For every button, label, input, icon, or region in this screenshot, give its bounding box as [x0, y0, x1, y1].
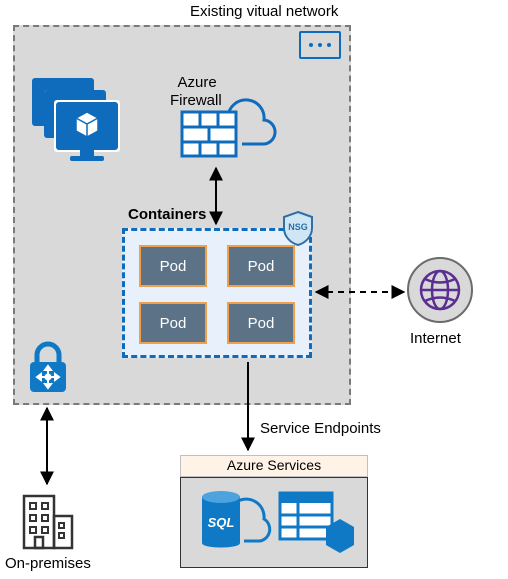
service-endpoints-label: Service Endpoints: [260, 420, 381, 437]
containers-label: Containers: [128, 206, 206, 223]
pod-label: Pod: [160, 258, 187, 275]
vnet-title: Existing vitual network: [190, 3, 338, 20]
azure-services-header: Azure Services: [180, 455, 368, 477]
internet-icon: [408, 258, 472, 322]
pod-3: Pod: [139, 302, 207, 344]
pod-label: Pod: [248, 315, 275, 332]
pod-1: Pod: [139, 245, 207, 287]
azure-services-label: Azure Services: [227, 457, 321, 473]
building-icon: [24, 496, 72, 548]
firewall-label-text: Azure Firewall: [170, 74, 222, 108]
firewall-label: Azure Firewall: [170, 57, 222, 109]
pod-label: Pod: [248, 258, 275, 275]
pod-2: Pod: [227, 245, 295, 287]
onprem-label: On-premises: [5, 555, 91, 572]
pod-label: Pod: [160, 315, 187, 332]
internet-label: Internet: [410, 330, 461, 347]
pod-4: Pod: [227, 302, 295, 344]
azure-services-box: [180, 477, 368, 568]
